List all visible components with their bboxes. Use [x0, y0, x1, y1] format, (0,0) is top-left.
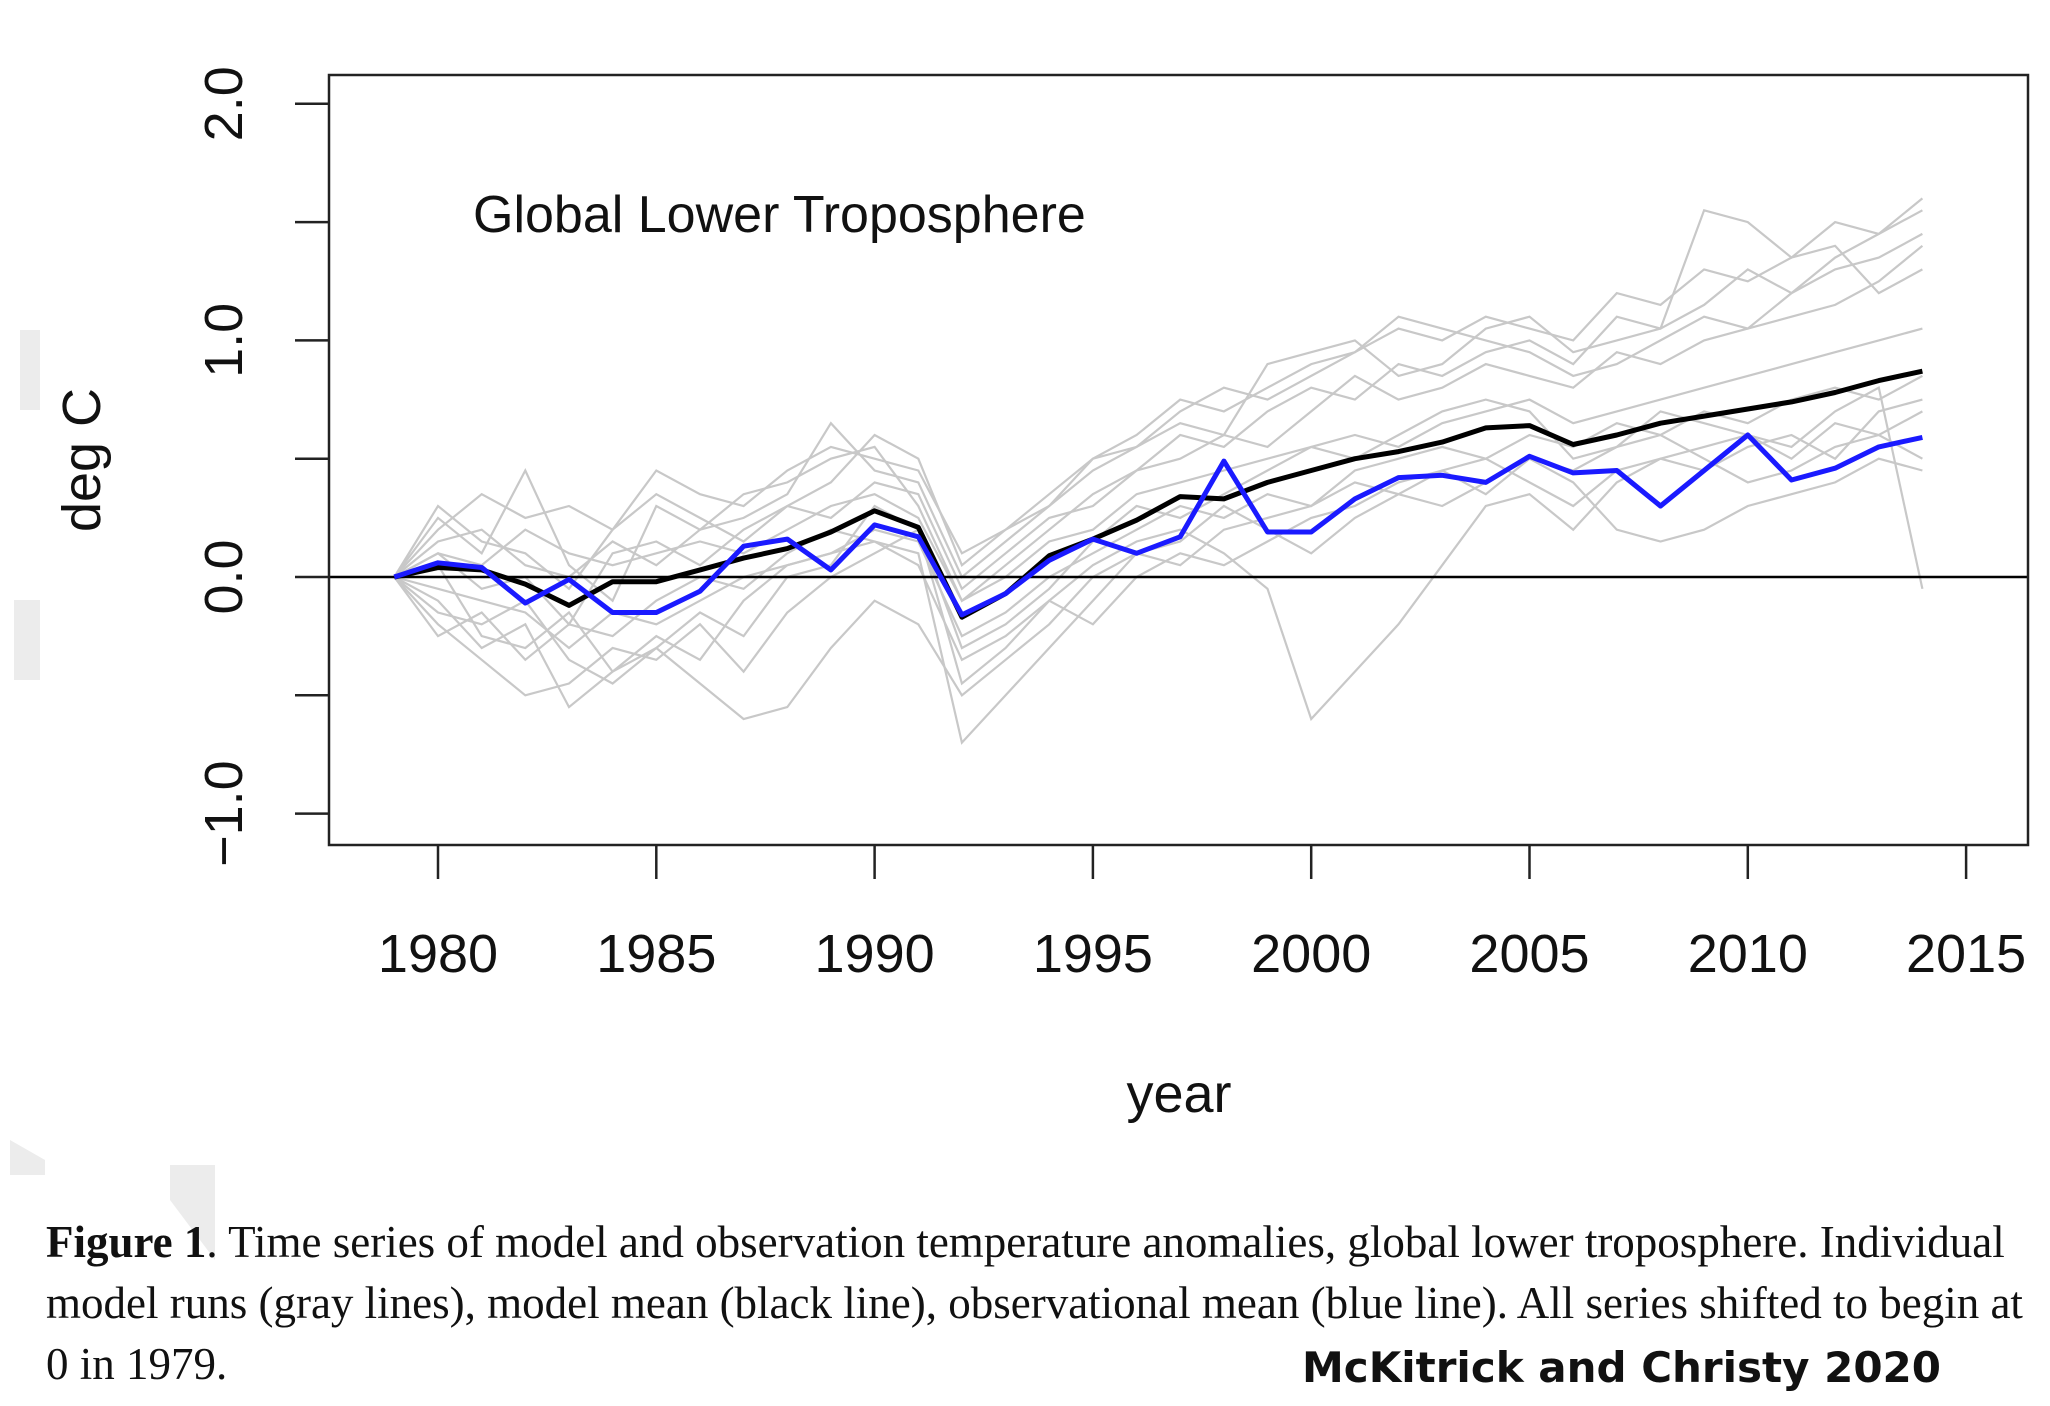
y-tick-label: 2.0 — [194, 66, 254, 141]
y-tick-label: 1.0 — [194, 303, 254, 378]
model-run-line — [393, 398, 1923, 685]
x-axis: 1980 1985 1990 1995 2000 2005 2010 2015 — [378, 845, 2026, 984]
model-mean-line — [393, 368, 1923, 620]
model-run-line — [393, 208, 1923, 579]
plot-frame — [327, 73, 2030, 847]
x-tick-label: 2015 — [1906, 924, 2026, 984]
model-runs — [393, 197, 1924, 745]
x-tick-label: 2010 — [1688, 924, 1808, 984]
model-run-line — [394, 457, 1923, 721]
y-axis-label: deg C — [52, 388, 112, 532]
observations-line — [393, 432, 1923, 618]
caption-text: . Time series of model and observation t… — [46, 1217, 2023, 1389]
model-run-line — [393, 209, 1923, 578]
model-run-line — [393, 197, 1924, 603]
x-tick-label: 2005 — [1469, 924, 1589, 984]
chart-title: Global Lower Troposphere — [473, 186, 1086, 244]
x-tick-label: 1985 — [596, 924, 716, 984]
y-tick-label: 0.0 — [194, 539, 254, 614]
y-tick-label: −1.0 — [194, 760, 254, 867]
model-run-line — [394, 374, 1923, 650]
model-run-line — [393, 327, 1923, 603]
model-run-line — [393, 410, 1923, 745]
credit-text: McKitrick and Christy 2020 — [1302, 1343, 1942, 1392]
x-tick-label: 1995 — [1033, 924, 1153, 984]
x-axis-label: year — [1126, 1064, 1231, 1124]
x-tick-label: 1990 — [815, 924, 935, 984]
x-tick-label: 2000 — [1251, 924, 1371, 984]
model-run-line — [393, 232, 1923, 591]
x-tick-label: 1980 — [378, 924, 498, 984]
figure-caption: Figure 1. Time series of model and obser… — [46, 1212, 2036, 1395]
model-run-line — [393, 244, 1924, 627]
model-run-line — [393, 386, 1924, 662]
caption-label: Figure 1 — [46, 1217, 207, 1267]
watermark-shapes — [10, 330, 215, 1260]
model-run-line — [393, 398, 1923, 722]
y-axis: −1.0 0.0 1.0 2.0 — [194, 66, 329, 867]
